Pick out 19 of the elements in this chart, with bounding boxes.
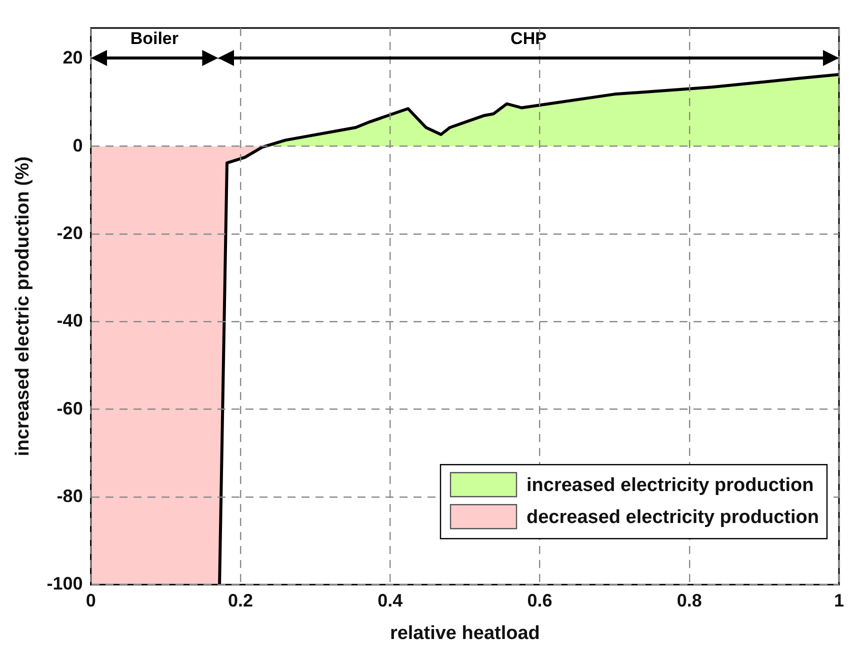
y-tick-label: -80 xyxy=(56,486,83,506)
y-axis-title: increased electric production (%) xyxy=(12,156,34,456)
x-tick-label: 1 xyxy=(834,590,844,610)
x-tick-label: 0.4 xyxy=(378,590,403,610)
y-tick-label: 20 xyxy=(62,48,83,68)
annotation: CHP xyxy=(510,29,546,48)
y-tick-label: -60 xyxy=(56,398,83,418)
x-axis-title: relative heatload xyxy=(390,622,540,644)
y-tick-label: 0 xyxy=(72,135,83,156)
legend-label: increased electricity production xyxy=(526,474,814,496)
x-tick-label: 0 xyxy=(86,590,96,610)
x-tick-label: 0.8 xyxy=(676,590,702,610)
y-tick-label: -100 xyxy=(46,574,83,594)
legend-label: decreased electricity production xyxy=(526,506,820,528)
x-tick-label: 0.2 xyxy=(228,590,253,610)
annotation: Boiler xyxy=(130,29,179,48)
x-tick-label: 0.6 xyxy=(527,590,552,610)
y-tick-label: -40 xyxy=(56,310,83,331)
y-tick-label: -20 xyxy=(56,222,83,243)
